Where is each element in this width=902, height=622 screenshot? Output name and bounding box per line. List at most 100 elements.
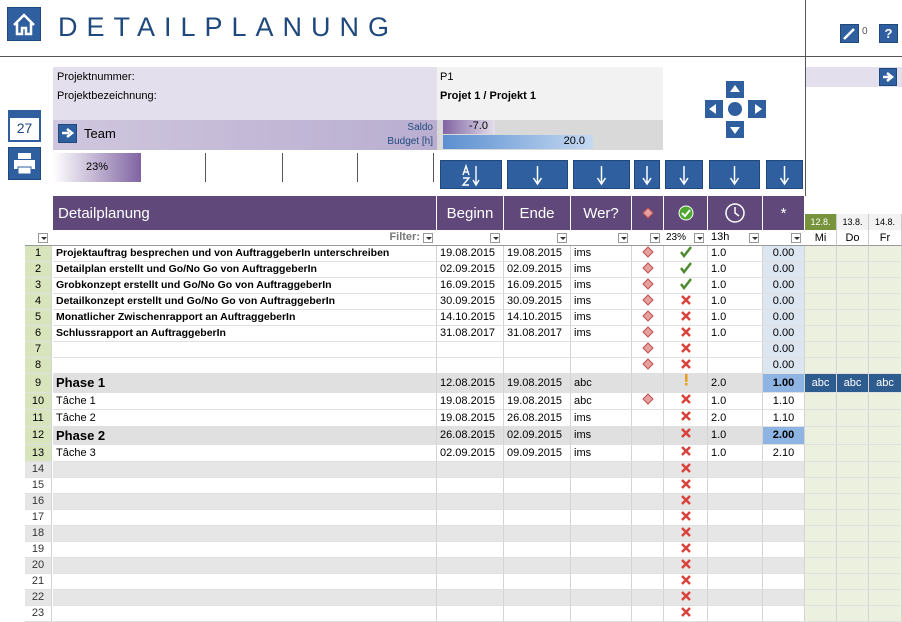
begin-date: 26.08.2015 [437,427,504,445]
home-icon [13,13,35,36]
milestone [632,393,664,410]
day-cell [869,574,902,590]
label-cell: Projektnummer: [53,67,437,87]
day-cell [805,526,837,542]
day-cell [837,494,869,510]
assignee: ims [571,278,632,294]
day-cell [869,262,902,278]
filter-dropdown[interactable] [618,233,628,243]
filter-dropdown[interactable] [557,233,567,243]
day-cell [805,410,837,427]
end-date [504,574,571,590]
help-button[interactable]: ? [879,24,898,43]
end-date: 26.08.2015 [504,410,571,427]
milestone [632,358,664,374]
column-header: Detailplanung [53,196,437,230]
separator [282,153,283,182]
row-number: 23 [25,606,52,622]
filter-dropdown[interactable] [791,233,801,243]
assignee [571,358,632,374]
day-cell [805,462,837,478]
begin-date [437,574,504,590]
assignee [571,606,632,622]
star-value: 1.10 [763,393,805,410]
star-value: 1.00 [763,374,805,393]
edit-count: 0 [862,26,868,37]
hours [708,590,763,606]
sort-button[interactable] [665,160,703,189]
filter-dropdown[interactable] [490,233,500,243]
sort-button[interactable] [709,160,760,189]
task: Tâche 1 [53,393,437,410]
begin-date [437,542,504,558]
row-number: 7 [25,342,52,358]
day-cell [869,358,902,374]
filter-dropdown[interactable] [694,233,704,243]
day-cell [837,358,869,374]
nav-pad[interactable] [704,80,768,140]
hours [708,510,763,526]
sort-button[interactable] [573,160,630,189]
sort-button[interactable] [634,160,660,189]
day-cell [837,262,869,278]
task [53,478,437,494]
task [53,462,437,478]
day-cell [869,410,902,427]
sort-button[interactable] [440,160,502,189]
sort-icon [461,163,480,187]
column-header: Ende [504,196,571,230]
down-arrow-icon [532,166,543,186]
team-button[interactable] [58,124,77,143]
task: Monatlicher Zwischenrapport an Auftragge… [53,310,437,326]
cross-icon [680,479,691,489]
star-value [763,574,805,590]
day-cell [805,606,837,622]
begin-date [437,526,504,542]
sort-button[interactable] [766,160,803,189]
task: Projektauftrag besprechen und von Auftra… [53,246,437,262]
begin-date [437,558,504,574]
calendar-button[interactable]: 27 [8,110,41,142]
end-date: 19.08.2015 [504,246,571,262]
diamond-icon [641,262,654,274]
sort-button[interactable] [507,160,568,189]
filter-dropdown[interactable] [423,233,433,243]
star-value [763,462,805,478]
status [664,310,708,326]
begin-date [437,342,504,358]
star-value: 0.00 [763,310,805,326]
next-button[interactable] [879,68,897,86]
home-button[interactable] [7,7,41,41]
cross-icon [680,511,691,521]
end-date: 19.08.2015 [504,374,571,393]
assignee [571,558,632,574]
day-cell [837,393,869,410]
hours: 1.0 [708,326,763,342]
column-header: * [763,196,805,230]
milestone [632,374,664,393]
status [664,574,708,590]
edit-button[interactable] [840,24,859,43]
row-number: 2 [25,262,52,278]
day-cell [805,558,837,574]
divider [805,0,806,196]
filter-dropdown[interactable] [749,233,759,243]
down-arrow-icon [642,166,652,186]
cross-icon [680,359,691,369]
day-cell [869,510,902,526]
print-button[interactable] [8,147,41,180]
day-cell [869,310,902,326]
milestone [632,445,664,462]
filter-dropdown[interactable] [38,233,48,243]
day-cell [869,445,902,462]
day-cell [805,310,837,326]
day-cell [805,294,837,310]
column-header [708,196,763,230]
team-row [53,120,437,150]
filter-dropdown[interactable] [650,233,660,243]
end-date [504,342,571,358]
begin-date [437,494,504,510]
day-cell [837,326,869,342]
day-cell [869,393,902,410]
end-date [504,510,571,526]
